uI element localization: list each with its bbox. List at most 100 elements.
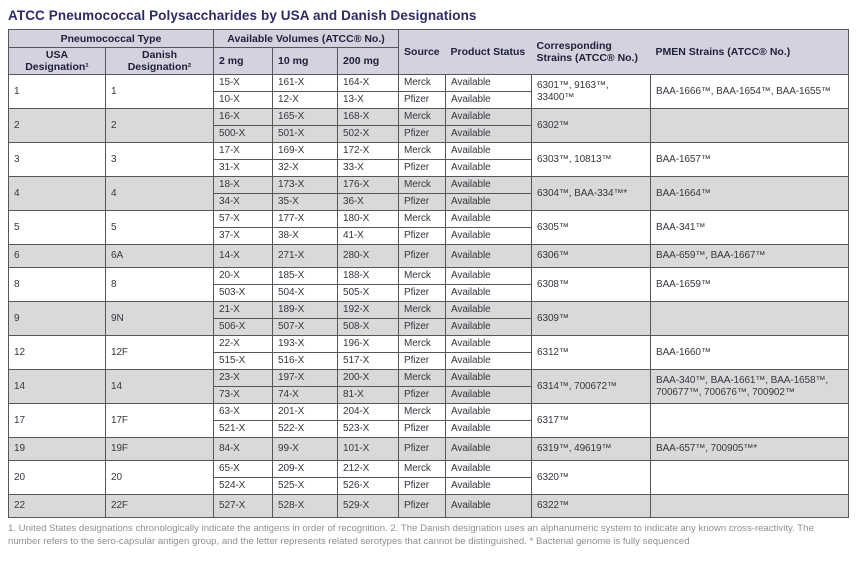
cell-product-status: Available [445, 403, 533, 421]
cell-volume-200mg: 212-X [337, 460, 400, 478]
cell-pmen-strains [650, 494, 850, 518]
table-row: 10-X 12-X 13-X Pfizer Available [9, 91, 849, 109]
cell-pmen-strains: BAA-340™, BAA-1661™, BAA-1658™, 700677™,… [650, 369, 850, 404]
cell-volume-10mg: 99-X [272, 437, 339, 461]
cell-danish-designation: 4 [104, 176, 215, 211]
cell-volume-10mg: 32-X [272, 159, 339, 177]
cell-usa-designation: 14 [8, 369, 106, 404]
cell-volume-200mg: 180-X [337, 210, 400, 228]
cell-volume-200mg: 529-X [337, 494, 400, 518]
cell-corresponding-strains: 6314™, 700672™ [531, 369, 652, 404]
cell-volume-200mg: 200-X [337, 369, 400, 387]
cell-volume-10mg: 12-X [272, 91, 339, 109]
cell-usa-designation: 9 [8, 301, 106, 336]
header-volume-10mg: 10 mg [272, 47, 339, 75]
cell-volume-2mg: 34-X [213, 193, 274, 211]
cell-source: Merck [398, 369, 447, 387]
cell-usa-designation: 4 [8, 176, 106, 211]
header-pmen-strains: PMEN Strains (ATCC® No.) [650, 29, 850, 75]
cell-volume-200mg: 164-X [337, 74, 400, 92]
cell-danish-designation: 5 [104, 210, 215, 245]
cell-volume-10mg: 193-X [272, 335, 339, 353]
cell-corresponding-strains: 6308™ [531, 267, 652, 302]
cell-volume-200mg: 502-X [337, 125, 400, 143]
cell-pmen-strains: BAA-1659™ [650, 267, 850, 302]
cell-pmen-strains [650, 301, 850, 336]
cell-volume-2mg: 503-X [213, 284, 274, 302]
pneumococcal-table: Pneumococcal Type Available Volumes (ATC… [7, 29, 850, 518]
table-row: 31-X 32-X 33-X Pfizer Available [9, 159, 849, 177]
cell-danish-designation: 22F [104, 494, 215, 518]
cell-corresponding-strains: 6305™ [531, 210, 652, 245]
cell-volume-200mg: 81-X [337, 386, 400, 404]
cell-product-status: Available [445, 386, 533, 404]
cell-danish-designation: 1 [104, 74, 215, 109]
cell-corresponding-strains: 6304™, BAA-334™* [531, 176, 652, 211]
cell-product-status: Available [445, 437, 533, 461]
cell-source: Pfizer [398, 193, 447, 211]
cell-volume-2mg: 524-X [213, 477, 274, 495]
cell-volume-10mg: 189-X [272, 301, 339, 319]
cell-volume-2mg: 500-X [213, 125, 274, 143]
cell-pmen-strains [650, 108, 850, 143]
cell-corresponding-strains: 6319™, 49619™ [531, 437, 652, 461]
cell-danish-designation: 8 [104, 267, 215, 302]
cell-volume-2mg: 14-X [213, 244, 274, 268]
table-row: 1 1 15-X 161-X 164-X Merck Available 6301™, 916… [8, 74, 850, 109]
cell-usa-designation: 3 [8, 142, 106, 177]
cell-usa-designation: 5 [8, 210, 106, 245]
cell-source: Merck [398, 210, 447, 228]
cell-source: Pfizer [398, 318, 447, 336]
cell-source: Merck [398, 74, 447, 92]
cell-product-status: Available [445, 267, 533, 285]
cell-volume-10mg: 525-X [272, 477, 339, 495]
cell-product-status: Available [445, 369, 533, 387]
cell-pmen-strains: BAA-659™, BAA-1667™ [650, 244, 850, 268]
header-volume-2mg: 2 mg [213, 47, 274, 75]
table-row: 6 6A 14-X 271-X 280-X Pfizer Available 6306™ BAA… [8, 244, 850, 268]
cell-product-status: Available [445, 210, 533, 228]
header-pneumococcal-type: Pneumococcal Type [7, 29, 215, 48]
cell-volume-200mg: 508-X [337, 318, 400, 336]
cell-corresponding-strains: 6303™, 10813™ [531, 142, 652, 177]
cell-source: Merck [398, 108, 447, 126]
header-source: Source [398, 29, 446, 75]
cell-source: Pfizer [398, 494, 447, 518]
cell-danish-designation: 9N [104, 301, 215, 336]
cell-volume-2mg: 515-X [213, 352, 274, 370]
cell-volume-10mg: 507-X [272, 318, 339, 336]
cell-volume-2mg: 23-X [213, 369, 274, 387]
cell-usa-designation: 1 [8, 74, 106, 109]
cell-volume-200mg: 505-X [337, 284, 400, 302]
cell-product-status: Available [445, 335, 533, 353]
cell-volume-200mg: 188-X [337, 267, 400, 285]
footnote: 1. United States designations chronologi… [8, 523, 814, 547]
cell-volume-2mg: 16-X [213, 108, 274, 126]
cell-source: Merck [398, 142, 447, 160]
cell-product-status: Available [445, 193, 533, 211]
cell-volume-2mg: 84-X [213, 437, 274, 461]
cell-volume-10mg: 504-X [272, 284, 339, 302]
table-row: 14 14 23-X 197-X 200-X Merck Available 6314™, 7… [8, 369, 850, 404]
cell-source: Merck [398, 267, 447, 285]
cell-corresponding-strains: 6322™ [531, 494, 652, 518]
table-row: 9 9N 21-X 189-X 192-X Merck Available 6309™ [8, 301, 850, 336]
table-row: 506-X 507-X 508-X Pfizer Available [9, 318, 849, 336]
cell-volume-2mg: 10-X [213, 91, 274, 109]
cell-product-status: Available [445, 318, 533, 336]
cell-source: Pfizer [398, 386, 447, 404]
table-row: 503-X 504-X 505-X Pfizer Available [9, 284, 849, 302]
page-title: ATCC Pneumococcal Polysaccharides by USA… [8, 8, 477, 23]
cell-volume-2mg: 506-X [213, 318, 274, 336]
cell-volume-2mg: 37-X [213, 227, 274, 245]
cell-volume-10mg: 201-X [272, 403, 339, 421]
cell-source: Pfizer [398, 125, 447, 143]
cell-volume-2mg: 57-X [213, 210, 274, 228]
cell-volume-200mg: 168-X [337, 108, 400, 126]
cell-volume-2mg: 18-X [213, 176, 274, 194]
cell-volume-200mg: 13-X [337, 91, 400, 109]
table-row: 5 5 57-X 177-X 180-X Merck Available 6305™ BAA-3… [8, 210, 850, 245]
header-available-volumes: Available Volumes (ATCC® No.) [213, 29, 400, 48]
cell-volume-200mg: 192-X [337, 301, 400, 319]
cell-source: Pfizer [398, 284, 447, 302]
